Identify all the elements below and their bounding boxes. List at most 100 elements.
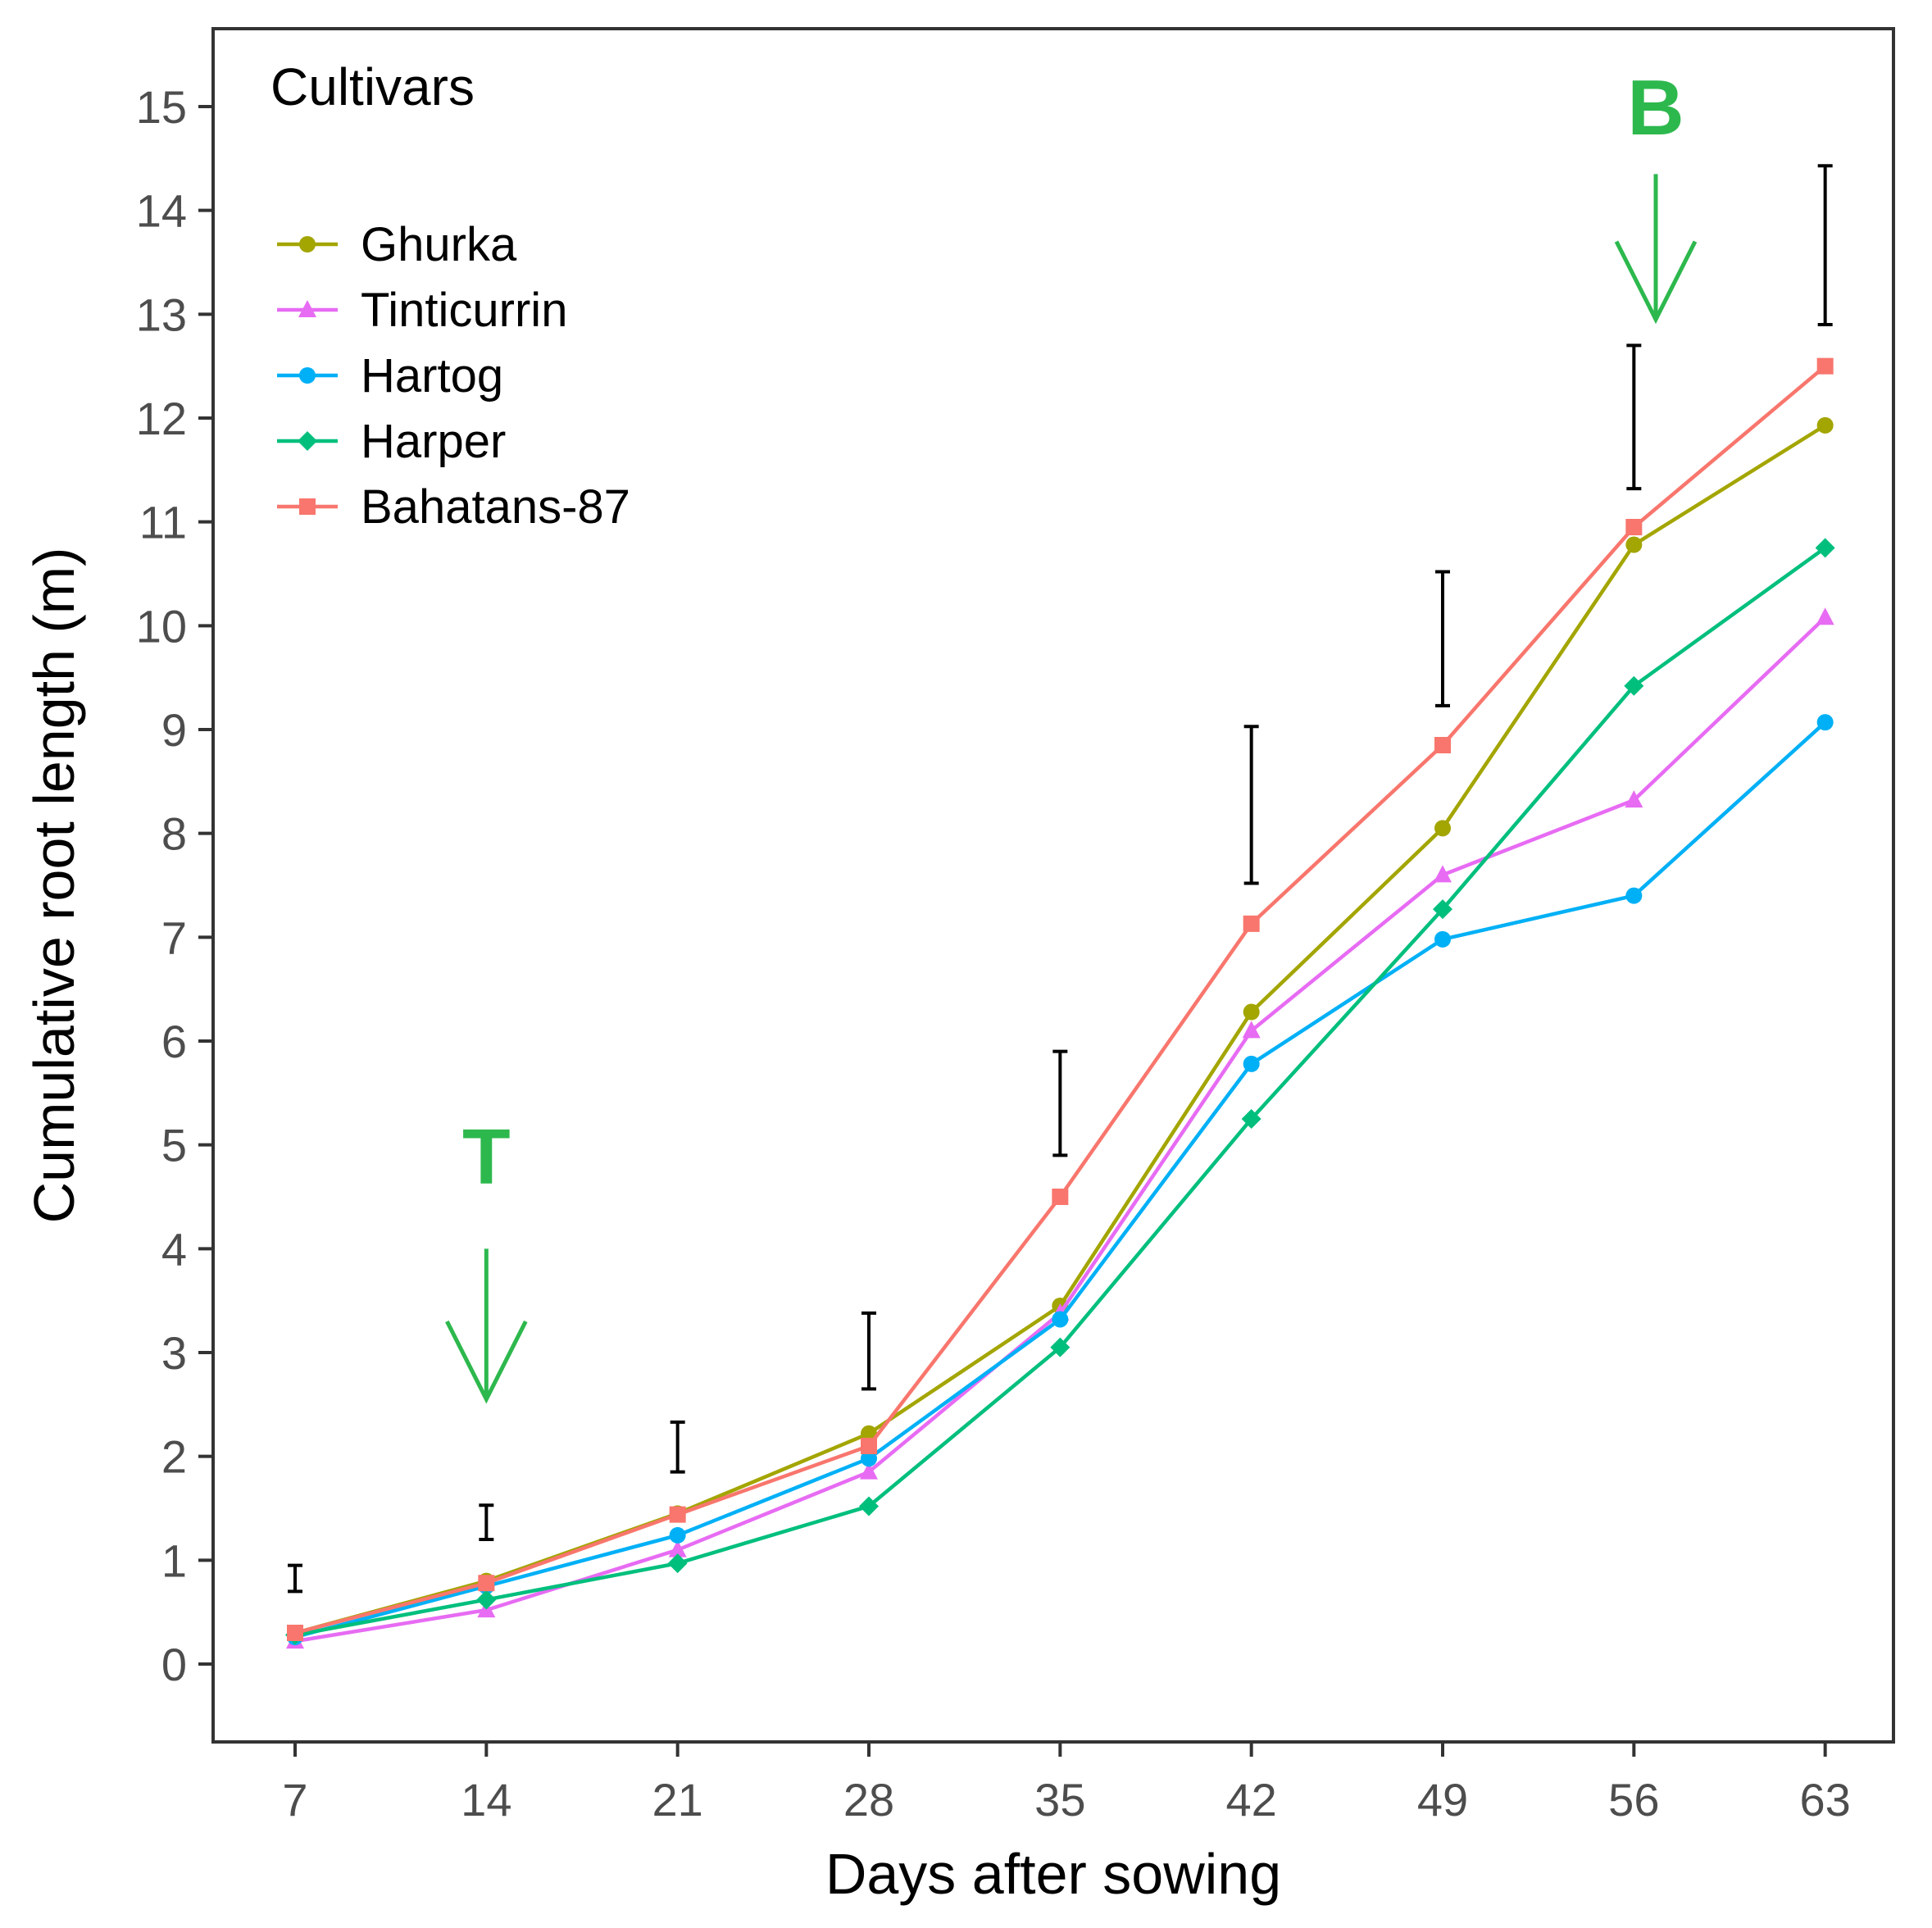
legend-item-tinticurrin: Tinticurrin (277, 284, 567, 337)
data-point-hartog (669, 1526, 686, 1544)
data-point-hartog (1625, 887, 1643, 904)
series-harper (285, 538, 1835, 1645)
legend-item-ghurka: Ghurka (277, 218, 517, 271)
y-tick-label: 4 (161, 1223, 187, 1275)
y-tick-label: 11 (139, 497, 187, 548)
x-tick-label: 42 (1226, 1774, 1277, 1826)
y-axis-title: Cumulative root length (m) (22, 548, 86, 1224)
data-point-bahatans-87 (1052, 1189, 1069, 1205)
error-bar (670, 1420, 685, 1474)
error-bar (1817, 164, 1833, 326)
legend-item-hartog: Hartog (277, 349, 503, 402)
data-point-bahatans-87 (1816, 357, 1834, 375)
data-point-harper (1050, 1337, 1071, 1357)
y-tick-label: 6 (161, 1016, 187, 1067)
data-point-tinticurrin (860, 1462, 878, 1480)
series-lines (285, 357, 1835, 1649)
error-bar (861, 1311, 876, 1391)
y-tick-label: 8 (161, 808, 187, 860)
error-bars (288, 164, 1833, 1594)
arrow-head (1614, 240, 1698, 325)
x-tick-label: 49 (1417, 1774, 1468, 1826)
series-hartog (287, 714, 1834, 1646)
data-point-tinticurrin (668, 1539, 687, 1557)
annotation-label: B (1627, 64, 1684, 152)
y-tick-label: 9 (161, 704, 187, 756)
y-tick-label: 12 (136, 393, 187, 444)
data-point-tinticurrin (1242, 1021, 1261, 1039)
x-tick-label: 14 (461, 1774, 511, 1826)
data-point-bahatans-87 (1434, 737, 1451, 753)
legend-key-marker (298, 300, 316, 317)
data-point-bahatans-87 (669, 1506, 686, 1523)
annotation-b: B (1614, 64, 1698, 325)
legend-label: Bahatans-87 (361, 480, 630, 534)
error-bar (288, 1563, 302, 1594)
data-point-hartog (1434, 930, 1451, 948)
annotation-label: T (462, 1112, 511, 1200)
legend-key-marker (299, 236, 316, 252)
legend-label: Tinticurrin (361, 284, 567, 337)
x-tick-label: 28 (843, 1774, 894, 1826)
error-bar (1626, 343, 1642, 491)
y-tick-label: 5 (161, 1120, 187, 1171)
x-axis-title: Days after sowing (825, 1842, 1281, 1906)
data-point-tinticurrin (1434, 865, 1452, 883)
y-tick-label: 0 (161, 1639, 187, 1690)
arrow-head (445, 1320, 528, 1404)
legend-label: Hartog (361, 349, 503, 402)
series-ghurka (287, 416, 1834, 1641)
data-point-hartog (1052, 1311, 1069, 1328)
data-point-ghurka (1625, 536, 1643, 553)
data-point-tinticurrin (1625, 790, 1643, 808)
x-tick-label: 21 (652, 1774, 703, 1826)
data-point-ghurka (1434, 820, 1451, 837)
y-tick-label: 14 (136, 185, 187, 237)
error-bar (1435, 570, 1450, 707)
y-tick-label: 13 (136, 289, 187, 340)
data-point-harper (1241, 1109, 1261, 1129)
y-tick-label: 10 (136, 600, 187, 652)
legend-key-marker (298, 431, 317, 451)
data-point-harper (476, 1589, 497, 1610)
series-line-bahatans-87 (294, 364, 1827, 1635)
x-tick-label: 56 (1608, 1774, 1659, 1826)
annotation-t: T (445, 1112, 528, 1404)
legend: Cultivars Ghurka Tinticurrin Hartog Harper B… (270, 57, 630, 534)
legend-item-harper: Harper (277, 415, 506, 468)
legend-label: Harper (361, 415, 506, 468)
annotations: TB (445, 64, 1698, 1404)
data-point-harper (859, 1496, 879, 1516)
legend-item-bahatans-87: Bahatans-87 (277, 480, 630, 534)
data-point-hartog (1816, 714, 1834, 731)
data-point-harper (1815, 538, 1835, 558)
data-point-harper (667, 1553, 688, 1574)
data-point-bahatans-87 (861, 1438, 877, 1454)
legend-key-marker (299, 498, 316, 515)
data-point-bahatans-87 (1625, 519, 1643, 535)
error-bar (1243, 725, 1259, 885)
data-point-ghurka (1816, 416, 1834, 434)
y-tick-label: 1 (161, 1535, 187, 1586)
series-line-ghurka (294, 423, 1826, 1635)
data-point-bahatans-87 (478, 1575, 495, 1592)
x-tick-label: 7 (282, 1774, 307, 1826)
data-point-harper (1433, 899, 1452, 920)
plot-panel-border (211, 27, 1895, 1744)
data-point-ghurka (1243, 1003, 1260, 1021)
y-tick-label: 15 (136, 81, 187, 133)
data-point-hartog (861, 1450, 877, 1467)
data-point-bahatans-87 (287, 1625, 303, 1641)
error-bar (1052, 1049, 1068, 1157)
data-point-hartog (1243, 1055, 1260, 1072)
legend-title: Cultivars (270, 57, 475, 116)
series-line-hartog (294, 721, 1827, 1639)
y-tick-label: 2 (161, 1431, 187, 1483)
series-bahatans-87 (287, 357, 1834, 1641)
y-tick-label: 3 (161, 1327, 187, 1379)
x-tick-label: 35 (1034, 1774, 1085, 1826)
data-point-tinticurrin (1816, 607, 1834, 625)
